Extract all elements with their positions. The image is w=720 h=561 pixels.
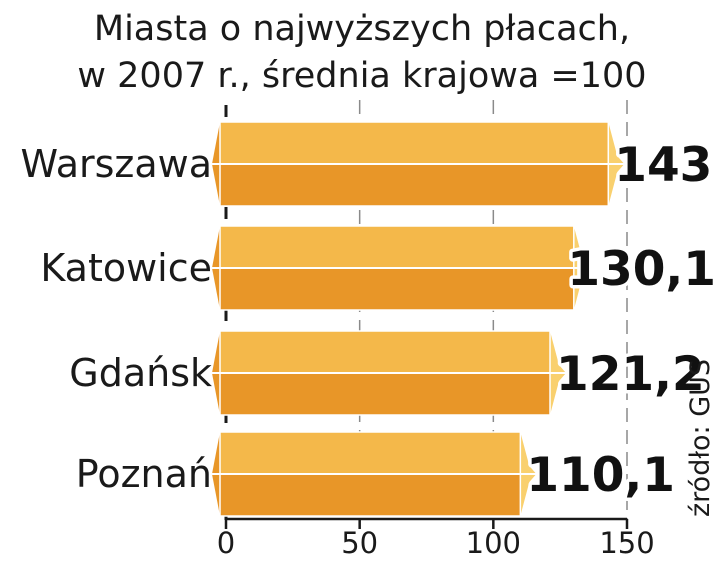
value-label: 110,1	[526, 448, 675, 503]
category-label: Poznań	[76, 452, 212, 496]
bar	[220, 268, 574, 310]
chart-subtitle: w 2007 r., średnia krajowa =100	[77, 56, 646, 96]
tick-label: 0	[217, 526, 235, 560]
bar-outline	[219, 121, 610, 207]
bar	[220, 373, 551, 415]
tick-label: 100	[466, 526, 521, 560]
value-label: 121,2	[556, 347, 705, 402]
tick-label: 50	[341, 526, 378, 560]
value-label: 130,1	[567, 242, 716, 297]
source-note: źródło: GUS	[685, 359, 716, 517]
chart-title: Miasta o najwyższych płacach,	[94, 9, 630, 49]
bar-top	[220, 432, 521, 474]
bar-top	[220, 226, 574, 268]
value-label-halo: 130,1	[567, 242, 716, 297]
value-label-halo: 143	[614, 138, 712, 193]
value-label: 143	[614, 138, 712, 193]
value-label-halo: 121,2	[556, 347, 705, 402]
bar	[220, 164, 609, 206]
bar-outline	[219, 225, 575, 311]
category-label: Warszawa	[21, 142, 212, 186]
category-label: Katowice	[40, 246, 212, 290]
value-label-halo: 110,1	[526, 448, 675, 503]
bar-outline	[219, 330, 551, 416]
bar-top	[220, 122, 609, 164]
bar	[220, 474, 521, 516]
tick-label: 150	[599, 526, 654, 560]
ticks-layer: 0 50 100 150	[217, 519, 655, 560]
category-label: Gdańsk	[69, 351, 212, 395]
bar-outline	[219, 431, 522, 517]
bar-top	[220, 331, 551, 373]
